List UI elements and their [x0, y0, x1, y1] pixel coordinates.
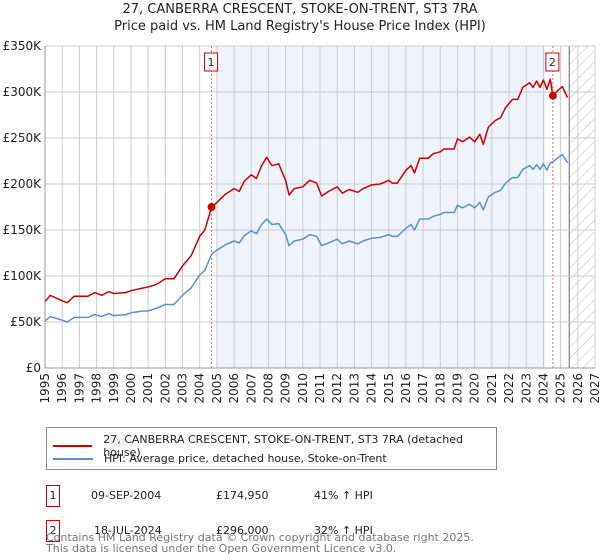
- x-tick-label: 2004: [193, 373, 207, 404]
- x-tick-label: 2021: [485, 373, 499, 404]
- x-tick-label: 2016: [399, 373, 413, 404]
- x-tick-label: 2015: [382, 373, 396, 404]
- x-tick-label: 2019: [451, 373, 465, 404]
- x-tick-label: 2025: [554, 373, 568, 404]
- chart-subtitle: Price paid vs. HM Land Registry's House …: [114, 19, 486, 34]
- sale-hpi-delta: 41% ↑ HPI: [314, 489, 373, 502]
- legend-item-property: 27, CANBERRA CRESCENT, STOKE-ON-TRENT, S…: [53, 433, 496, 459]
- y-tick-label: £0: [26, 361, 41, 375]
- x-tick-label: 2017: [416, 373, 430, 404]
- x-tick-label: 2003: [176, 373, 190, 404]
- x-tick-label: 2024: [536, 373, 550, 404]
- x-tick-label: 1996: [55, 373, 69, 404]
- x-tick-label: 2026: [571, 373, 585, 404]
- chart-legend: 27, CANBERRA CRESCENT, STOKE-ON-TRENT, S…: [46, 427, 497, 470]
- x-tick-label: 2023: [519, 373, 533, 404]
- x-tick-label: 1997: [72, 373, 86, 404]
- sale-badge: 1: [46, 485, 60, 507]
- y-tick-label: £300K: [3, 85, 43, 99]
- sale-label: 2: [549, 56, 556, 69]
- sale-badge: 2: [46, 520, 60, 542]
- x-tick-label: 2020: [468, 373, 482, 404]
- sale-hpi-delta: 32% ↑ HPI: [314, 524, 373, 537]
- x-tick-label: 1998: [90, 373, 104, 404]
- chart-title: 27, CANBERRA CRESCENT, STOKE-ON-TRENT, S…: [122, 2, 478, 17]
- y-tick-label: £100K: [3, 269, 43, 283]
- attribution-line-1: Contains HM Land Registry data © Crown c…: [46, 531, 474, 544]
- ownership-period-shade: [216, 46, 546, 368]
- sale-row-2: 2 18-JUL-2024 £296,000 32% ↑ HPI: [46, 520, 546, 542]
- legend-label-property: 27, CANBERRA CRESCENT, STOKE-ON-TRENT, S…: [103, 433, 463, 459]
- attribution: Contains HM Land Registry data © Crown c…: [46, 532, 474, 554]
- forecast-hatch: [569, 46, 595, 368]
- y-tick-label: £150K: [3, 223, 43, 237]
- price-chart: 1 2 £0 £50K £100K £150K £200K £250K £300K £350K 19…: [3, 39, 600, 404]
- hpi-line: [44, 153, 569, 323]
- attribution-line-2: This data is licensed under the Open Gov…: [46, 542, 397, 555]
- x-tick-label: 1995: [38, 373, 52, 404]
- legend-label-hpi: HPI: Average price, detached house, Stok…: [104, 452, 387, 465]
- sale-label-box: [545, 52, 560, 72]
- x-tick-label: 2014: [365, 373, 379, 404]
- y-tick-label: £250K: [3, 131, 43, 145]
- sale-label: 1: [208, 56, 215, 69]
- y-tick-label: £200K: [3, 177, 43, 191]
- y-tick-label: £50K: [10, 315, 42, 329]
- x-tick-label: 2018: [433, 373, 447, 404]
- x-tick-label: 2006: [227, 373, 241, 404]
- x-tick-label: 2007: [244, 373, 258, 404]
- x-tick-label: 2000: [124, 373, 138, 404]
- sale-label-box: [204, 52, 219, 72]
- x-tick-label: 2011: [313, 373, 327, 404]
- legend-item-hpi: HPI: Average price, detached house, Stok…: [53, 452, 387, 465]
- sale-point: [207, 203, 216, 212]
- x-tick-label: 2009: [279, 373, 293, 404]
- x-tick-label: 2002: [158, 373, 172, 404]
- x-tick-label: 2008: [261, 373, 275, 404]
- x-tick-label: 1999: [107, 373, 121, 404]
- sale-date: 18-JUL-2024: [94, 524, 162, 537]
- property-price-line: [44, 78, 569, 304]
- x-tick-label: 2013: [347, 373, 361, 404]
- x-tick-label: 2010: [296, 373, 310, 404]
- sale-date: 09-SEP-2004: [91, 489, 162, 502]
- sale-point: [548, 91, 557, 100]
- legend-swatch-red: [53, 445, 93, 447]
- legend-swatch-blue: [53, 457, 93, 460]
- y-tick-label: £350K: [3, 39, 43, 53]
- x-tick-label: 2012: [330, 373, 344, 404]
- sale-row-1: 1 09-SEP-2004 £174,950 41% ↑ HPI: [46, 485, 546, 507]
- sale-price: £174,950: [216, 489, 269, 502]
- sale-price: £296,000: [216, 524, 269, 537]
- x-tick-label: 2022: [502, 373, 516, 404]
- x-tick-label: 2001: [141, 373, 155, 404]
- x-tick-label: 2005: [210, 373, 224, 404]
- x-tick-label: 2027: [588, 373, 600, 404]
